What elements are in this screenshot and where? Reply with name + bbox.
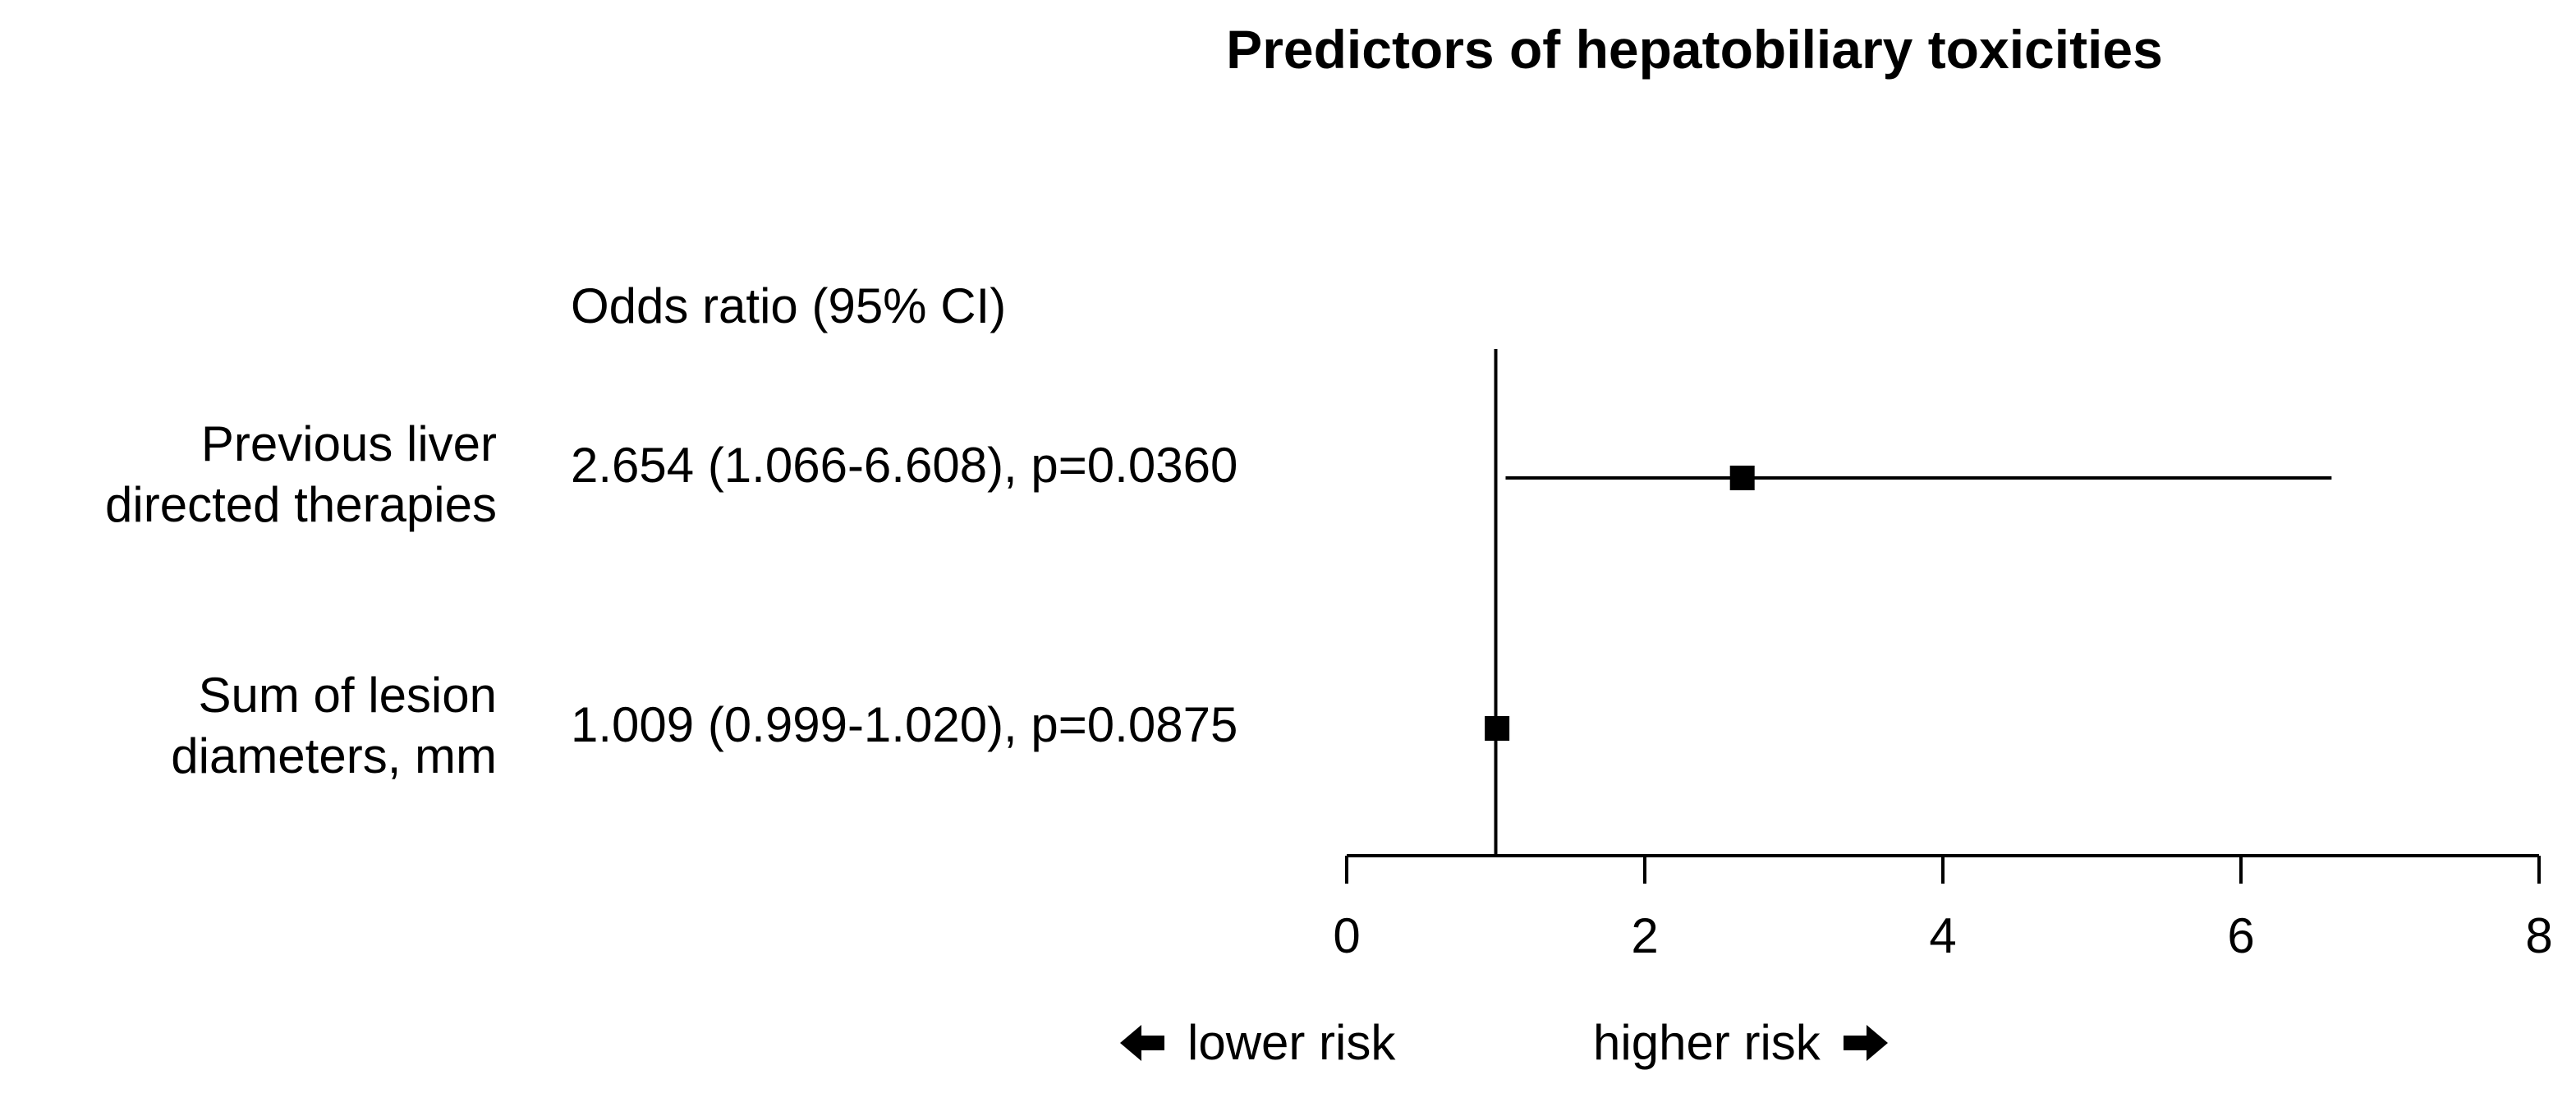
row-label-line: Previous liver <box>200 416 497 471</box>
row-label-sum-lesion: Sum of lesion diameters, mm <box>171 665 497 787</box>
arrow-right-icon <box>1843 1024 1888 1061</box>
row-label-previous-liver: Previous liver directed therapies <box>105 414 497 535</box>
row-label-line: diameters, mm <box>171 728 497 783</box>
lower-risk-label: lower risk <box>1187 1015 1396 1070</box>
higher-risk-indicator: higher risk <box>1593 1014 1891 1071</box>
x-tick-label: 8 <box>2525 908 2552 963</box>
x-tick-label: 4 <box>1929 908 1956 963</box>
higher-risk-label: higher risk <box>1593 1015 1821 1070</box>
row-estimate-previous-liver: 2.654 (1.066-6.608), p=0.0360 <box>571 438 1238 493</box>
point-estimate-marker <box>1729 466 1755 490</box>
row-estimate-sum-lesion: 1.009 (0.999-1.020), p=0.0875 <box>571 697 1238 752</box>
row-label-line: Sum of lesion <box>198 668 497 723</box>
point-estimate-marker <box>1485 716 1510 741</box>
x-tick-label: 2 <box>1631 908 1658 963</box>
chart-title: Predictors of hepatobiliary toxicities <box>1226 19 2163 80</box>
plot-marks <box>1485 349 2332 856</box>
column-header: Odds ratio (95% CI) <box>571 278 1007 333</box>
x-tick-label: 6 <box>2227 908 2254 963</box>
row-label-line: directed therapies <box>105 477 497 532</box>
lower-risk-indicator: lower risk <box>1117 1014 1395 1071</box>
x-tick-label: 0 <box>1333 908 1360 963</box>
x-axis: 0 2 4 6 8 <box>1333 854 2553 963</box>
arrow-left-icon <box>1120 1024 1164 1061</box>
